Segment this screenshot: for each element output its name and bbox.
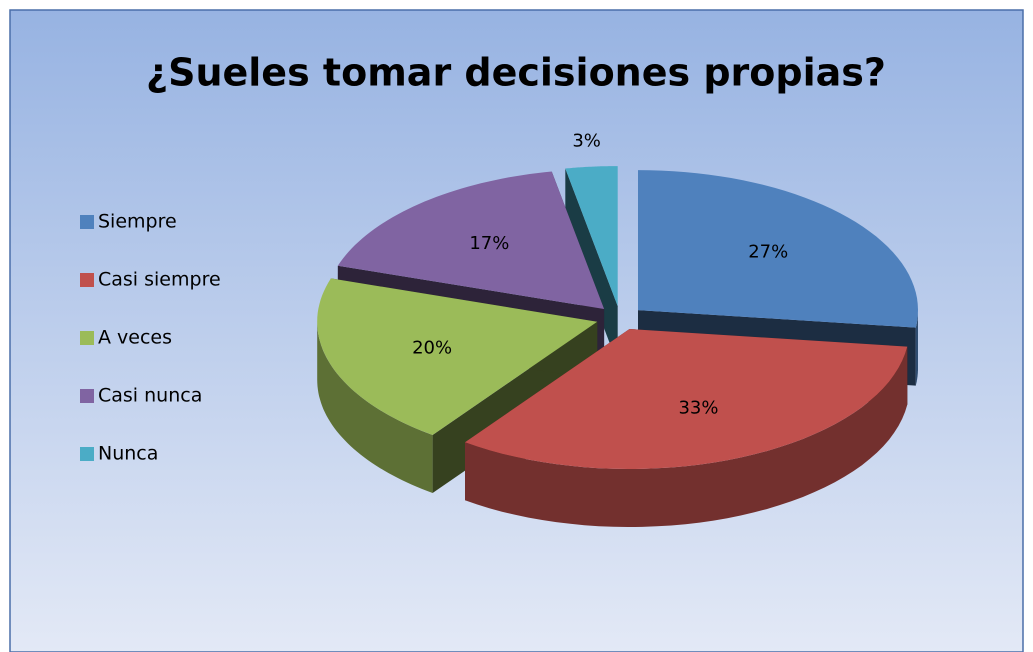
slice-wall bbox=[565, 168, 618, 365]
slice bbox=[565, 166, 618, 307]
legend-swatch bbox=[80, 215, 94, 229]
slice-side bbox=[465, 346, 908, 527]
slice bbox=[465, 329, 908, 469]
legend-label: Siempre bbox=[98, 211, 177, 233]
legend-label: A veces bbox=[98, 327, 172, 349]
legend: Siempre Casi siempre A veces Casi nunca Nunc… bbox=[80, 211, 221, 465]
legend-swatch bbox=[80, 273, 94, 287]
data-label: 20% bbox=[412, 338, 452, 359]
data-label: 17% bbox=[469, 233, 509, 254]
slice-side bbox=[915, 310, 918, 386]
slice bbox=[337, 171, 605, 309]
slice bbox=[638, 170, 918, 328]
data-label: 3% bbox=[572, 131, 601, 152]
slice-side bbox=[317, 321, 433, 493]
data-label: 27% bbox=[748, 242, 788, 263]
legend-swatch bbox=[80, 389, 94, 403]
legend-swatch bbox=[80, 447, 94, 461]
pie: 27% 33% 20% 17% 3% bbox=[317, 131, 918, 527]
data-label: 33% bbox=[678, 398, 718, 419]
legend-swatch bbox=[80, 331, 94, 345]
chart-title: ¿Sueles tomar decisiones propias? bbox=[146, 51, 886, 95]
legend-label: Casi siempre bbox=[98, 269, 221, 291]
slice bbox=[317, 278, 598, 435]
legend-label: Casi nunca bbox=[98, 385, 202, 407]
legend-label: Nunca bbox=[98, 443, 158, 465]
